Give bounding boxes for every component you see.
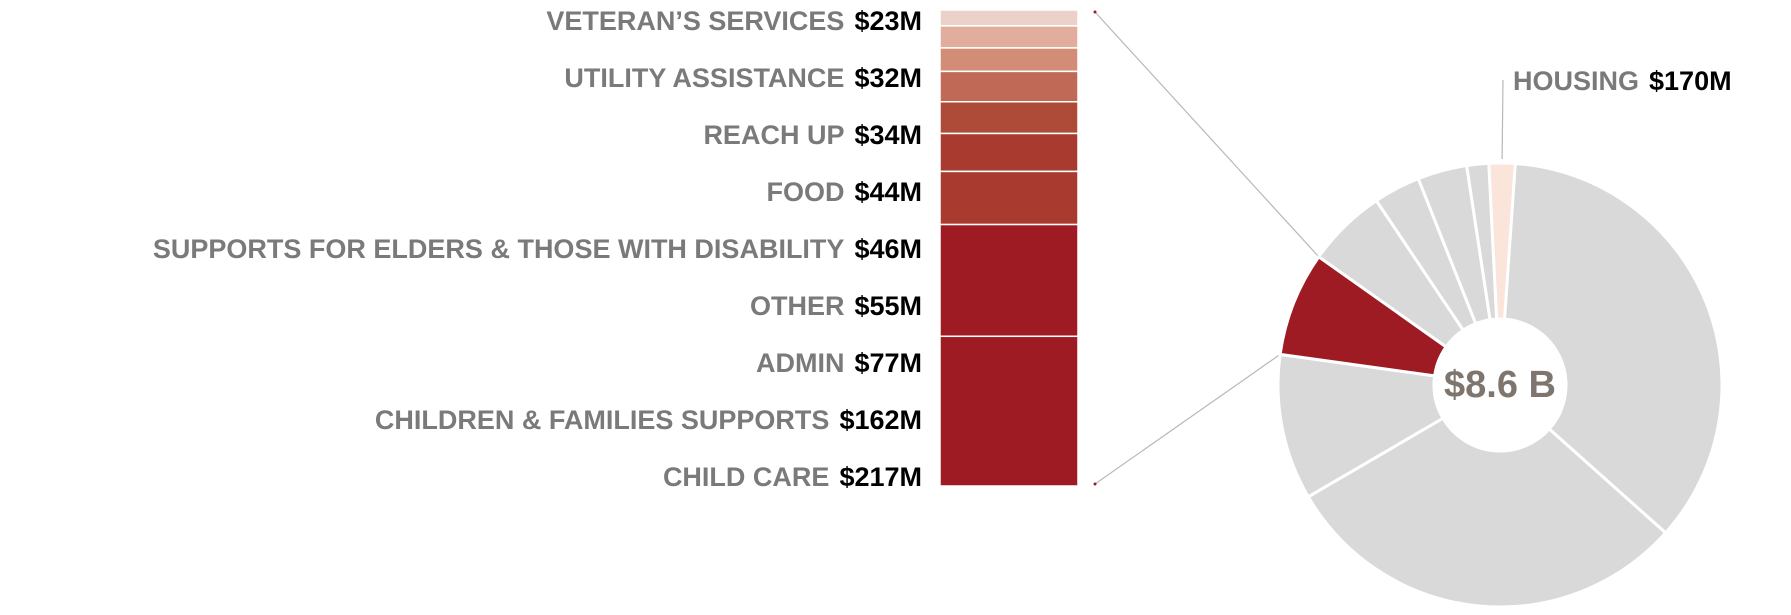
bar-category-0: VETERAN’S SERVICES bbox=[546, 6, 844, 36]
bar-category-3: FOOD bbox=[766, 177, 844, 207]
bar-value-3: $44M bbox=[854, 177, 922, 207]
housing-value: $170M bbox=[1649, 66, 1732, 96]
connector-lines bbox=[1093, 10, 1504, 486]
housing-label: HOUSING $170M bbox=[1513, 66, 1732, 96]
bar-label-3: FOOD $44M bbox=[766, 177, 922, 207]
bar-value-8: $217M bbox=[839, 462, 922, 492]
housing-name: HOUSING bbox=[1513, 66, 1639, 96]
bar-category-4: SUPPORTS FOR ELDERS & THOSE WITH DISABIL… bbox=[153, 234, 845, 264]
bar-segment-7 bbox=[939, 223, 1079, 338]
bar-segment-3 bbox=[939, 70, 1079, 103]
bar-label-4: SUPPORTS FOR ELDERS & THOSE WITH DISABIL… bbox=[153, 234, 922, 264]
bar-segment-4 bbox=[939, 101, 1079, 135]
bar-value-1: $32M bbox=[854, 63, 922, 93]
donut-slice-1 bbox=[1306, 416, 1668, 609]
bar-segment-5 bbox=[939, 132, 1079, 173]
donut-slice-0 bbox=[1498, 161, 1724, 535]
bar-value-5: $55M bbox=[854, 291, 922, 321]
donut-slice-8 bbox=[1487, 161, 1517, 321]
donut-slice-2 bbox=[1276, 352, 1446, 499]
bar-category-1: UTILITY ASSISTANCE bbox=[564, 63, 844, 93]
bar-category-2: REACH UP bbox=[703, 120, 844, 150]
bar-segment-2 bbox=[939, 47, 1079, 73]
bar-value-7: $162M bbox=[839, 405, 922, 435]
bar-category-8: CHILD CARE bbox=[663, 462, 830, 492]
housing-callout: HOUSING $170M bbox=[1513, 66, 1732, 96]
bar-segment-8 bbox=[939, 335, 1079, 487]
connector-dot-bottom bbox=[1093, 482, 1097, 486]
connector-dot-top bbox=[1093, 10, 1097, 14]
bar-label-1: UTILITY ASSISTANCE $32M bbox=[564, 63, 922, 93]
bar-label-5: OTHER $55M bbox=[750, 291, 922, 321]
bar-label-8: CHILD CARE $217M bbox=[663, 462, 922, 492]
connector-top bbox=[1094, 11, 1320, 258]
bar-value-2: $34M bbox=[854, 120, 922, 150]
bar-label-2: REACH UP $34M bbox=[703, 120, 922, 150]
bar-category-5: OTHER bbox=[750, 291, 845, 321]
bar-category-7: CHILDREN & FAMILIES SUPPORTS bbox=[375, 405, 830, 435]
stacked-bar-labels: VETERAN’S SERVICES $23M UTILITY ASSISTANCE… bbox=[153, 6, 922, 492]
bar-segment-6 bbox=[939, 170, 1079, 226]
bar-label-7: CHILDREN & FAMILIES SUPPORTS $162M bbox=[375, 405, 922, 435]
bar-segment-0 bbox=[939, 9, 1079, 27]
donut-total-label: $8.6 B bbox=[1444, 364, 1556, 406]
connector-bottom bbox=[1094, 353, 1281, 485]
bar-value-4: $46M bbox=[854, 234, 922, 264]
bar-label-6: ADMIN $77M bbox=[756, 348, 922, 378]
stacked-bar bbox=[939, 9, 1079, 487]
bar-segment-1 bbox=[939, 25, 1079, 49]
donut-chart bbox=[1276, 161, 1724, 609]
bar-value-0: $23M bbox=[854, 6, 922, 36]
connector-housing bbox=[1501, 79, 1504, 160]
bar-value-6: $77M bbox=[854, 348, 922, 378]
bar-label-0: VETERAN’S SERVICES $23M bbox=[546, 6, 922, 36]
bar-category-6: ADMIN bbox=[756, 348, 845, 378]
